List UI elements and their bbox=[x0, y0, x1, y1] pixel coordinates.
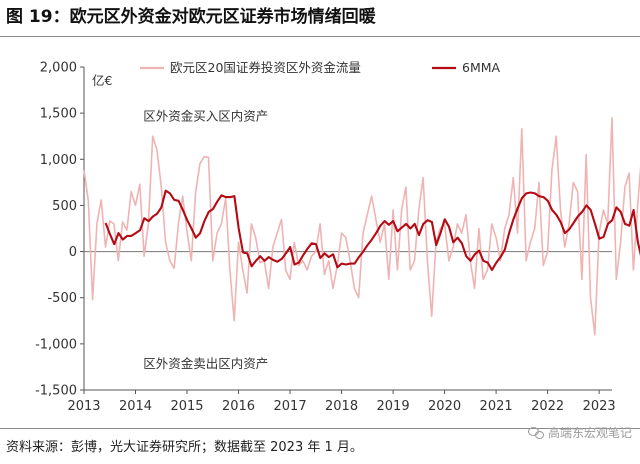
watermark-text: 高端东宏观笔记 bbox=[547, 426, 632, 440]
x-tick-label: 2015 bbox=[170, 399, 203, 414]
y-tick-label: 1,500 bbox=[40, 107, 77, 122]
x-tick-label: 2019 bbox=[377, 399, 410, 414]
wechat-icon bbox=[527, 426, 544, 439]
x-tick-label: 2018 bbox=[325, 399, 358, 414]
source-note: 资料来源：彭博，光大证券研究所；数据截至 2023 年 1 月。 bbox=[6, 440, 363, 455]
y-tick-label: -500 bbox=[47, 291, 77, 306]
x-tick-label: 2023 bbox=[583, 399, 616, 414]
series-line-6mma bbox=[104, 189, 640, 272]
legend: 欧元区20国证券投资区外资金流量 6MMA bbox=[140, 60, 501, 75]
y-tick-label: -1,500 bbox=[35, 384, 77, 399]
chart: -1,500 -1,000 -500 0 500 1,000 1,500 2,000 2013 2… bbox=[35, 60, 640, 414]
annotation-sell: 区外资金卖出区内资产 bbox=[143, 356, 268, 371]
y-tick-label: 0 bbox=[69, 245, 77, 260]
y-tick-label: -1,000 bbox=[35, 337, 77, 352]
annotation-buy: 区外资金买入区内资产 bbox=[143, 109, 268, 124]
x-tick-label: 2022 bbox=[531, 399, 564, 414]
title-divider bbox=[0, 36, 640, 37]
y-tick-label: 500 bbox=[52, 199, 77, 214]
watermark: 高端东宏观笔记 bbox=[527, 424, 632, 441]
chart-title: 图 19：欧元区外资金对欧元区证券市场情绪回暖 bbox=[6, 7, 376, 27]
x-tick-label: 2020 bbox=[428, 399, 461, 414]
x-tick-label: 2014 bbox=[119, 399, 152, 414]
legend-label-mma: 6MMA bbox=[462, 60, 501, 75]
x-tick-label: 2013 bbox=[67, 399, 100, 414]
x-tick-label: 2016 bbox=[222, 399, 255, 414]
y-tick-label: 1,000 bbox=[40, 153, 77, 168]
y-axis-unit: 亿€ bbox=[92, 73, 113, 88]
y-tick-label: 2,000 bbox=[40, 61, 77, 76]
legend-label-monthly: 欧元区20国证券投资区外资金流量 bbox=[170, 60, 361, 75]
x-tick-label: 2017 bbox=[274, 399, 307, 414]
footer-divider bbox=[0, 428, 640, 429]
x-tick-label: 2021 bbox=[480, 399, 513, 414]
series-line-monthly-flow bbox=[83, 117, 640, 336]
